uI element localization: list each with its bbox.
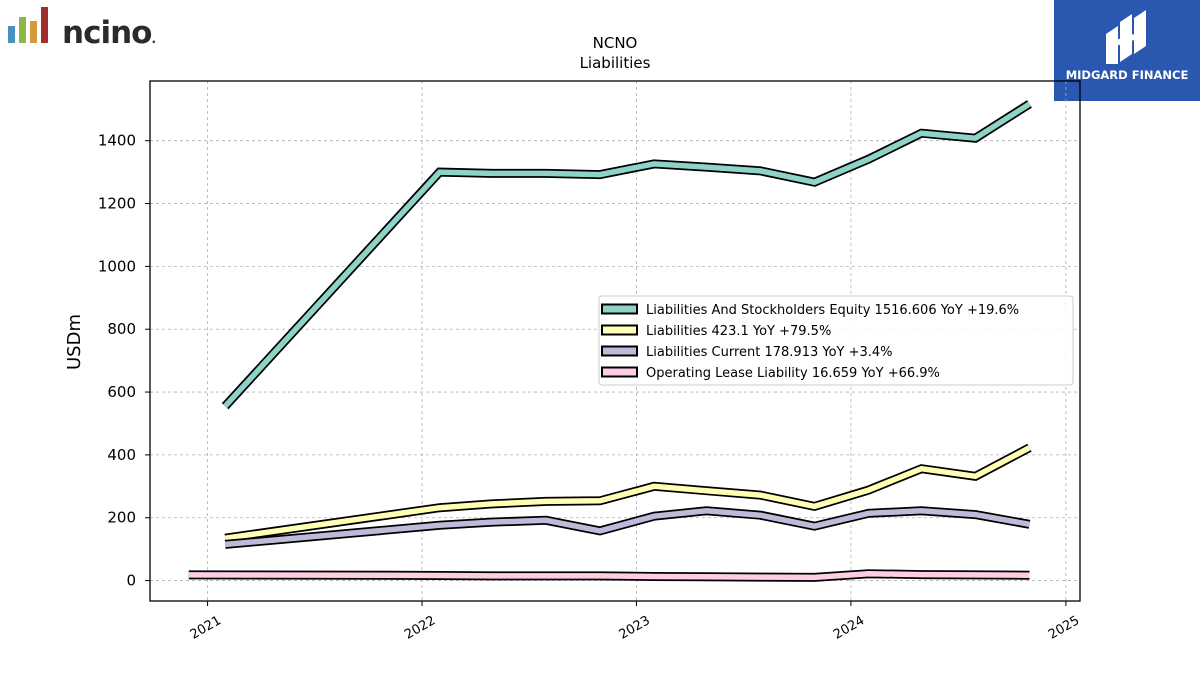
y-tick-label: 400 xyxy=(107,446,136,464)
series-line-outline-3 xyxy=(224,506,1031,549)
x-tick-label: 2022 xyxy=(402,613,438,643)
midgard-wordmark: MIDGARD FINANCE xyxy=(1065,68,1189,82)
x-tick-label: 2024 xyxy=(831,613,867,643)
series-line-1 xyxy=(223,101,1031,409)
logo-bar-1 xyxy=(8,26,15,43)
y-axis-label: USDm xyxy=(64,314,85,370)
y-tick-label: 1200 xyxy=(98,195,136,213)
ncino-logo: ncino. xyxy=(8,7,156,48)
series-line-3 xyxy=(224,508,1030,548)
y-tick-label: 0 xyxy=(126,572,136,590)
chart-title: NCNO xyxy=(593,34,638,52)
y-tick-label: 200 xyxy=(107,509,136,527)
chart-subtitle: Liabilities xyxy=(580,54,651,72)
y-tick-label: 800 xyxy=(107,320,136,338)
midgard-emblem-icon xyxy=(1106,10,1146,64)
logo-bar-3 xyxy=(30,21,37,43)
y-tick-label: 1000 xyxy=(98,257,136,275)
x-tick-label: 2025 xyxy=(1046,613,1082,643)
x-tick-label: 2023 xyxy=(617,613,653,643)
ncino-registered-mark: . xyxy=(151,32,155,46)
svg-text:ncino.: ncino. xyxy=(62,15,155,48)
logo-bar-4 xyxy=(41,7,48,43)
legend-label: Liabilities Current 178.913 YoY +3.4% xyxy=(646,345,893,360)
legend-label: Operating Lease Liability 16.659 YoY +66… xyxy=(646,366,940,381)
y-tick-label: 600 xyxy=(107,383,136,401)
legend-swatch xyxy=(601,345,638,357)
legend-swatch xyxy=(601,366,638,378)
legend-swatch xyxy=(601,303,638,315)
legend-swatch xyxy=(601,324,638,336)
legend-label: Liabilities And Stockholders Equity 1516… xyxy=(646,303,1019,318)
legend-label: Liabilities 423.1 YoY +79.5% xyxy=(646,324,831,339)
logo-bar-2 xyxy=(19,17,26,43)
x-tick-label: 2021 xyxy=(188,613,224,643)
midgard-finance-logo: MIDGARD FINANCE xyxy=(1054,0,1200,101)
series-line-2 xyxy=(224,445,1031,541)
y-tick-label: 1400 xyxy=(98,132,136,150)
series-line-4 xyxy=(188,570,1030,581)
ncino-wordmark: ncino xyxy=(62,15,151,48)
legend-box xyxy=(598,295,1074,386)
plot-frame xyxy=(149,80,1081,602)
